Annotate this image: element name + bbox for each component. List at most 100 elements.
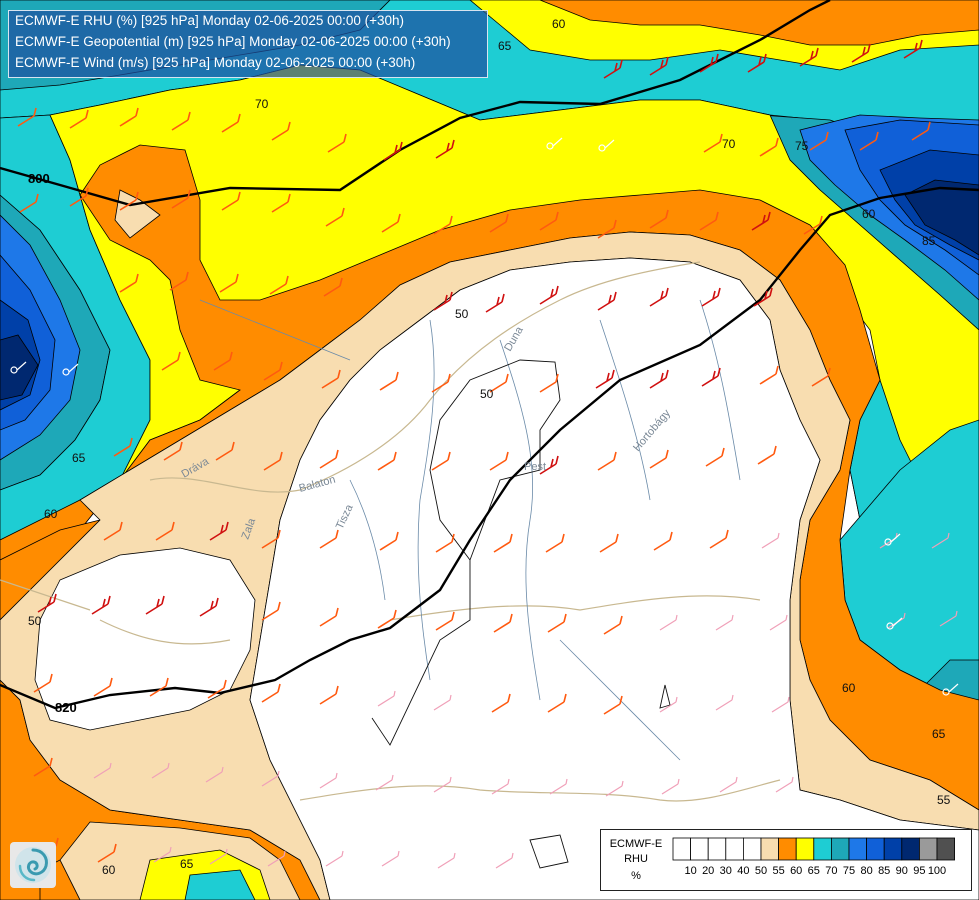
- contour-label: 70: [255, 97, 269, 111]
- legend-tick-label: 100: [928, 865, 946, 877]
- wind-barb: [703, 133, 723, 153]
- wind-barb: [209, 521, 229, 541]
- rh-zone-55-60-top: [539, 0, 979, 46]
- wind-barb: [161, 351, 181, 371]
- wind-barb: [375, 774, 394, 791]
- wind-barb: [705, 447, 725, 467]
- wind-barb: [269, 275, 289, 295]
- legend-tick-label: 70: [825, 865, 837, 877]
- wind-barb: [751, 211, 771, 231]
- place-label: Pest: [524, 461, 546, 473]
- legend-title-line: RHU: [624, 853, 648, 865]
- wind-barb: [545, 533, 565, 553]
- wind-barb: [799, 47, 819, 67]
- geopotential-label-800: 800: [28, 171, 50, 186]
- rivers: [199, 299, 741, 761]
- contour-labels: 60 65 70 75 85 60 65 60 55 65 60 50 50 7…: [28, 17, 951, 877]
- legend-tick-label: 85: [878, 865, 890, 877]
- legend-scale: 10 20 30 40 50 55 60 65 70 75 80 85 90 95 100: [672, 837, 956, 877]
- wind-barb: [433, 215, 453, 235]
- legend-tick-label: 95: [913, 865, 925, 877]
- wind-barb: [119, 191, 139, 211]
- title-geopotential: ECMWF-E Geopotential (m) [925 hPa] Monda…: [15, 34, 451, 49]
- legend-tick-label: 30: [720, 865, 732, 877]
- legend-swatch: [778, 837, 797, 861]
- wind-barb: [485, 293, 505, 313]
- wind-barb: [903, 39, 923, 59]
- legend-tick-label: 65: [808, 865, 820, 877]
- wind-barb: [435, 611, 455, 631]
- wind-barb: [431, 373, 451, 393]
- wind-barb: [33, 673, 53, 693]
- wind-barb: [659, 614, 678, 631]
- wind-barb: [261, 770, 280, 787]
- legend-title-line: %: [631, 870, 641, 882]
- wind-barb: [381, 213, 401, 233]
- title-wind: ECMWF-E Wind (m/s) [925 hPa] Monday 02-0…: [15, 55, 416, 70]
- wind-barb: [597, 291, 617, 311]
- geopotential-label-820: 820: [55, 700, 77, 715]
- contour-label: 65: [180, 857, 194, 871]
- legend-swatch: [901, 837, 920, 861]
- wind-barb: [221, 191, 241, 211]
- wind-barb: [809, 131, 829, 151]
- wind-barb: [539, 211, 559, 231]
- wind-barb: [319, 772, 338, 789]
- wind-barb: [753, 287, 773, 307]
- wind-barb: [709, 529, 729, 549]
- wind-barb: [859, 131, 879, 151]
- wind-barb: [327, 133, 347, 153]
- wind-barb: [493, 533, 513, 553]
- legend-swatch: [848, 837, 868, 861]
- wind-barb: [267, 850, 286, 867]
- wind-barb: [803, 215, 823, 235]
- wind-barb: [547, 613, 567, 633]
- wind-barb: [171, 111, 191, 131]
- legend-swatch: [743, 837, 762, 861]
- wind-barb: [323, 277, 343, 297]
- wind-barb: [377, 609, 397, 629]
- wind-barb: [701, 287, 721, 307]
- calm-points: [10, 137, 959, 696]
- wind-barb: [215, 441, 235, 461]
- wind-barb: [489, 373, 509, 393]
- wind-barb: [383, 141, 403, 161]
- rhu-legend: ECMWF-E RHU % 10 20 30 40 50 55 60 65 70 75 80 85 90…: [600, 829, 972, 891]
- wind-barb: [489, 451, 509, 471]
- wind-barb: [649, 287, 669, 307]
- wind-barb: [603, 695, 623, 715]
- wind-barb: [757, 445, 777, 465]
- wind-barb: [547, 693, 567, 713]
- wind-barb: [207, 679, 227, 699]
- wind-barb: [911, 121, 931, 141]
- wind-barb: [37, 593, 57, 613]
- wind-barb: [597, 451, 617, 471]
- wind-barb: [205, 766, 224, 783]
- wind-barb: [595, 369, 615, 389]
- wind-barb: [649, 209, 669, 229]
- wind-barb: [775, 776, 794, 793]
- wind-barb: [759, 137, 779, 157]
- wind-barb: [319, 607, 339, 627]
- wind-barb: [761, 532, 780, 549]
- wind-barb: [155, 521, 175, 541]
- rh-zone-90-95-east: [904, 179, 979, 256]
- legend-swatch: [866, 837, 885, 861]
- wind-barb: [113, 437, 133, 457]
- title-rhu: ECMWF-E RHU (%) [925 hPa] Monday 02-06-2…: [15, 13, 405, 28]
- wind-barb: [319, 529, 339, 549]
- wind-barb: [261, 601, 281, 621]
- wind-barb: [219, 273, 239, 293]
- wind-barb: [603, 615, 623, 635]
- wind-barb: [119, 273, 139, 293]
- wind-barb: [539, 373, 559, 393]
- wind-barb: [549, 778, 568, 795]
- wind-barb: [433, 776, 452, 793]
- rh-zone-below-50-center: [249, 257, 979, 900]
- wind-barb: [493, 613, 513, 633]
- wind-barb: [377, 690, 396, 707]
- wind-barb: [699, 211, 719, 231]
- wind-barb: [435, 139, 455, 159]
- contour-label: 75: [795, 139, 809, 153]
- wind-barb: [271, 121, 291, 141]
